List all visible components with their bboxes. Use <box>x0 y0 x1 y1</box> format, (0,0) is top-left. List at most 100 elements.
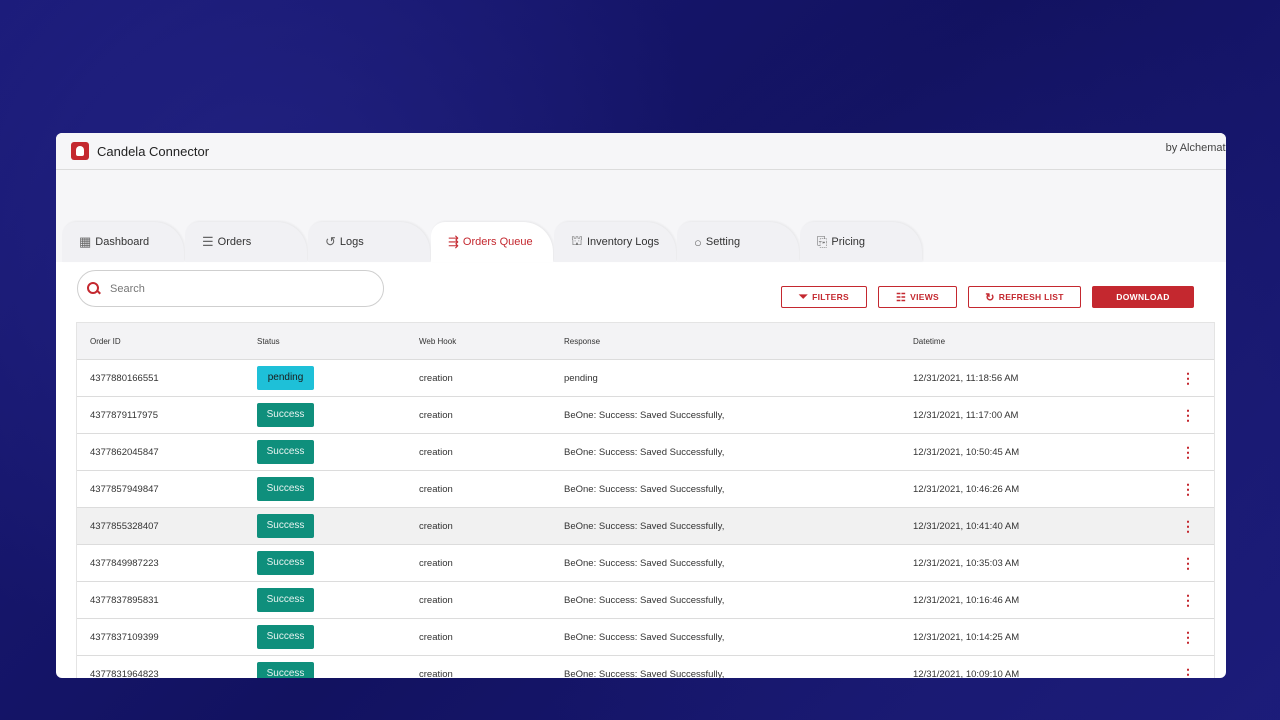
kebab-menu-icon[interactable]: ⋮ <box>1181 592 1195 608</box>
order-id-cell: 4377837895831 <box>90 594 159 606</box>
status-cell: Success <box>257 477 419 501</box>
kebab-menu-icon[interactable]: ⋮ <box>1181 370 1195 386</box>
list-icon: ☰ <box>202 234 214 249</box>
filters-label: FILTERS <box>812 292 849 302</box>
vendor-label: by Alchemati <box>1165 142 1226 154</box>
tab-inventory-logs[interactable]: ⛫ Inventory Logs <box>554 222 676 262</box>
tab-orders[interactable]: ☰ Orders <box>185 222 307 262</box>
views-label: VIEWS <box>910 292 940 302</box>
table-row[interactable]: 4377857949847 Success creation BeOne: Succe… <box>77 471 1214 508</box>
tab-area: ▦ Dashboard ☰ Orders ↺ Logs ⇶ Orders Queue ⛫ Inve… <box>56 170 1226 262</box>
table-row[interactable]: 4377849987223 Success creation BeOne: Succe… <box>77 545 1214 582</box>
response-cell: BeOne: Success: Saved Successfully, <box>564 631 725 643</box>
title-bar: Candela Connector by Alchemati <box>56 133 1226 170</box>
kebab-menu-icon[interactable]: ⋮ <box>1181 518 1195 534</box>
status-cell: Success <box>257 514 419 538</box>
header-status[interactable]: Status <box>257 336 280 346</box>
kebab-menu-icon[interactable]: ⋮ <box>1181 629 1195 645</box>
table-row[interactable]: 4377862045847 Success creation BeOne: Succe… <box>77 434 1214 471</box>
app-window: Candela Connector by Alchemati ▦ Dashboar… <box>56 133 1226 678</box>
tab-label: Inventory Logs <box>586 236 660 248</box>
row-actions: ⋮ <box>1163 445 1213 459</box>
status-badge: pending <box>257 366 314 390</box>
table-row[interactable]: 4377837109399 Success creation BeOne: Succe… <box>77 619 1214 656</box>
toolbar <box>76 262 1214 322</box>
tab-label: Dashboard <box>95 236 150 248</box>
status-badge: Success <box>257 662 314 678</box>
tab-label: Pricing <box>831 236 866 248</box>
filter-funnel-icon: ⏷ <box>799 290 809 303</box>
table-row[interactable]: 4377855328407 Success creation BeOne: Succe… <box>77 508 1214 545</box>
response-cell: BeOne: Success: Saved Successfully, <box>564 594 725 606</box>
status-badge: Success <box>257 551 314 575</box>
kebab-menu-icon[interactable]: ⋮ <box>1181 444 1195 460</box>
table-row[interactable]: 4377831964823 Success creation BeOne: Succe… <box>77 656 1214 678</box>
inventory-icon: ⛫ <box>571 233 583 248</box>
filters-button[interactable]: ⏷ FILTERS <box>781 286 867 308</box>
status-cell: Success <box>257 662 419 678</box>
tab-setting[interactable]: ○ Setting <box>677 222 799 262</box>
status-cell: Success <box>257 403 419 427</box>
response-cell: BeOne: Success: Saved Successfully, <box>564 557 725 569</box>
tab-logs[interactable]: ↺ Logs <box>308 222 430 262</box>
header-web-hook[interactable]: Web Hook <box>419 336 457 346</box>
webhook-cell: creation <box>419 409 453 421</box>
tab-dashboard[interactable]: ▦ Dashboard <box>62 222 184 262</box>
datetime-cell: 12/31/2021, 10:50:45 AM <box>913 446 1020 458</box>
order-id-cell: 4377857949847 <box>90 483 159 495</box>
header-response[interactable]: Response <box>564 336 601 346</box>
row-actions: ⋮ <box>1163 408 1213 422</box>
refresh-label: REFRESH LIST <box>998 292 1064 302</box>
queue-icon: ⇶ <box>448 234 459 249</box>
webhook-cell: creation <box>419 631 453 643</box>
response-cell: BeOne: Success: Saved Successfully, <box>564 520 725 532</box>
kebab-menu-icon[interactable]: ⋮ <box>1181 481 1195 497</box>
dashboard-grid-icon: ▦ <box>79 234 92 249</box>
tab-orders-queue[interactable]: ⇶ Orders Queue <box>431 222 553 262</box>
tab-pricing[interactable]: ⎘ Pricing <box>800 222 922 262</box>
search-box[interactable] <box>77 270 384 307</box>
download-button[interactable]: DOWNLOAD <box>1092 286 1194 308</box>
response-cell: BeOne: Success: Saved Successfully, <box>564 483 725 495</box>
table-row[interactable]: 4377880166551 pending creation pending 12/31… <box>77 360 1214 397</box>
status-badge: Success <box>257 477 314 501</box>
row-actions: ⋮ <box>1163 371 1213 385</box>
datetime-cell: 12/31/2021, 10:09:10 AM <box>913 668 1020 679</box>
history-icon: ↺ <box>325 234 336 249</box>
tab-label: Orders Queue <box>462 236 533 248</box>
kebab-menu-icon[interactable]: ⋮ <box>1181 666 1195 678</box>
main-content: ⏷ FILTERS ☷ VIEWS ↻ REFRESH LIST DOWNLOA… <box>56 262 1226 678</box>
tab-label: Orders <box>217 236 252 248</box>
status-cell: Success <box>257 588 419 612</box>
table-row[interactable]: 4377879117975 Success creation BeOne: Succe… <box>77 397 1214 434</box>
kebab-menu-icon[interactable]: ⋮ <box>1181 407 1195 423</box>
datetime-cell: 12/31/2021, 11:18:56 AM <box>913 372 1019 384</box>
row-actions: ⋮ <box>1163 556 1213 570</box>
response-cell: BeOne: Success: Saved Successfully, <box>564 668 725 679</box>
views-button[interactable]: ☷ VIEWS <box>878 286 957 308</box>
table-header: Order ID Status Web Hook Response Dateti… <box>77 323 1214 360</box>
webhook-cell: creation <box>419 446 453 458</box>
row-actions: ⋮ <box>1163 482 1213 496</box>
tab-label: Setting <box>705 236 741 248</box>
webhook-cell: creation <box>419 483 453 495</box>
datetime-cell: 12/31/2021, 11:17:00 AM <box>913 409 1019 421</box>
header-order-id[interactable]: Order ID <box>90 336 121 346</box>
status-badge: Success <box>257 588 314 612</box>
circle-icon: ○ <box>694 234 702 250</box>
datetime-cell: 12/31/2021, 10:14:25 AM <box>913 631 1020 643</box>
search-icon <box>86 281 102 297</box>
refresh-list-button[interactable]: ↻ REFRESH LIST <box>968 286 1081 308</box>
webhook-cell: creation <box>419 372 453 384</box>
app-title: Candela Connector <box>97 143 210 159</box>
kebab-menu-icon[interactable]: ⋮ <box>1181 555 1195 571</box>
order-id-cell: 4377862045847 <box>90 446 159 458</box>
row-actions: ⋮ <box>1163 630 1213 644</box>
status-cell: pending <box>257 366 419 390</box>
datetime-cell: 12/31/2021, 10:41:40 AM <box>913 520 1020 532</box>
response-cell: pending <box>564 372 598 384</box>
table-row[interactable]: 4377837895831 Success creation BeOne: Succe… <box>77 582 1214 619</box>
search-input[interactable] <box>110 282 350 295</box>
orders-queue-table: Order ID Status Web Hook Response Dateti… <box>76 322 1215 678</box>
header-datetime[interactable]: Datetime <box>913 336 946 346</box>
